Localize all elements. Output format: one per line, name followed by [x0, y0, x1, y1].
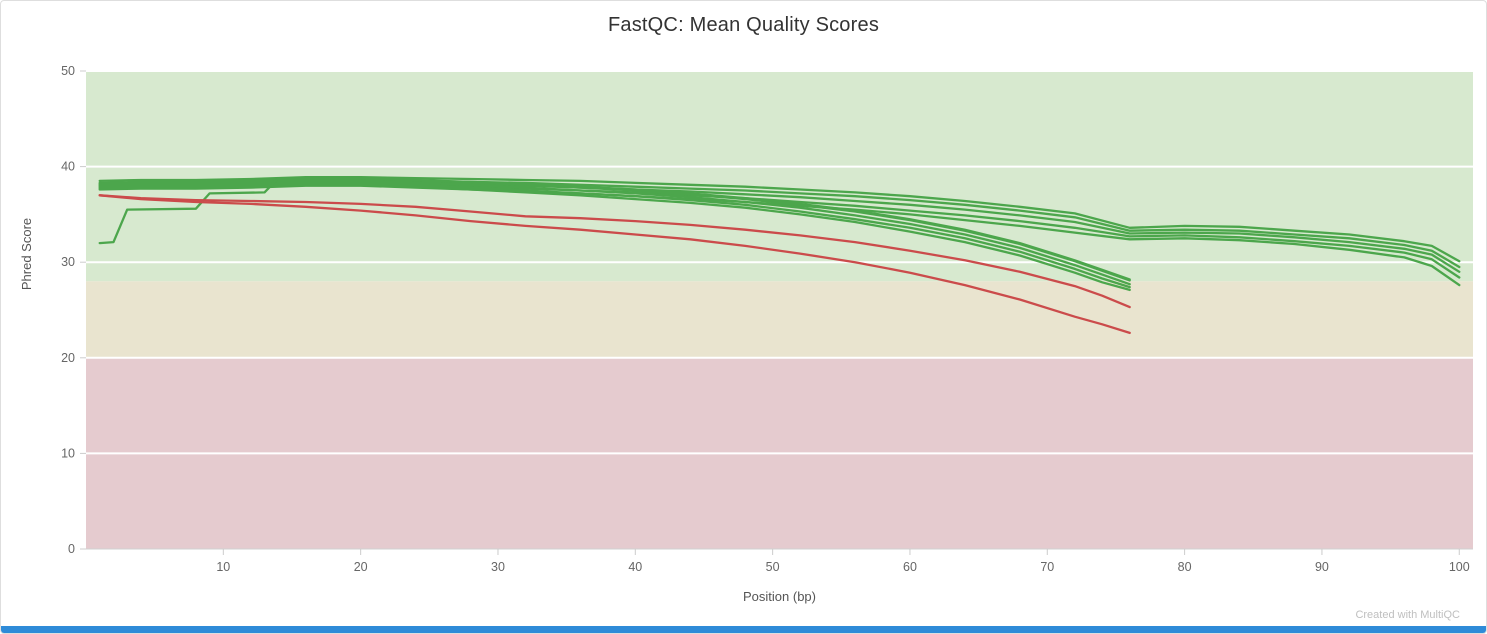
- series-red-upper[interactable]: [98, 194, 1131, 309]
- y-tick-label: 20: [61, 351, 75, 365]
- y-tick-label: 10: [61, 446, 75, 460]
- series-green-short-3[interactable]: [98, 181, 1131, 289]
- y-tick-label: 50: [61, 64, 75, 78]
- x-tick-label: 40: [628, 560, 642, 574]
- y-tick-label: 0: [68, 542, 75, 556]
- series-green-short-2[interactable]: [98, 179, 1131, 286]
- x-axis-title: Position (bp): [743, 589, 816, 604]
- x-tick-label: 20: [354, 560, 368, 574]
- chart-title: FastQC: Mean Quality Scores: [607, 14, 880, 36]
- x-tick-label: 60: [903, 560, 917, 574]
- x-tick-label: 80: [1178, 560, 1192, 574]
- series-red-lower[interactable]: [98, 194, 1131, 335]
- x-tick-label: 70: [1040, 560, 1054, 574]
- x-tick-label: 90: [1315, 560, 1329, 574]
- x-tick-label: 30: [491, 560, 505, 574]
- y-axis-title: Phred Score: [19, 218, 34, 290]
- band-warn: [86, 281, 1473, 358]
- y-tick-label: 30: [61, 255, 75, 269]
- bottom-accent-bar: [1, 626, 1486, 633]
- multiqc-credit: Created with MultiQC: [1355, 609, 1460, 621]
- series-green-stepped[interactable]: [98, 176, 1131, 281]
- x-tick-label: 10: [216, 560, 230, 574]
- y-tick-label: 40: [61, 160, 75, 174]
- x-tick-label: 100: [1449, 560, 1470, 574]
- x-tick-label: 50: [766, 560, 780, 574]
